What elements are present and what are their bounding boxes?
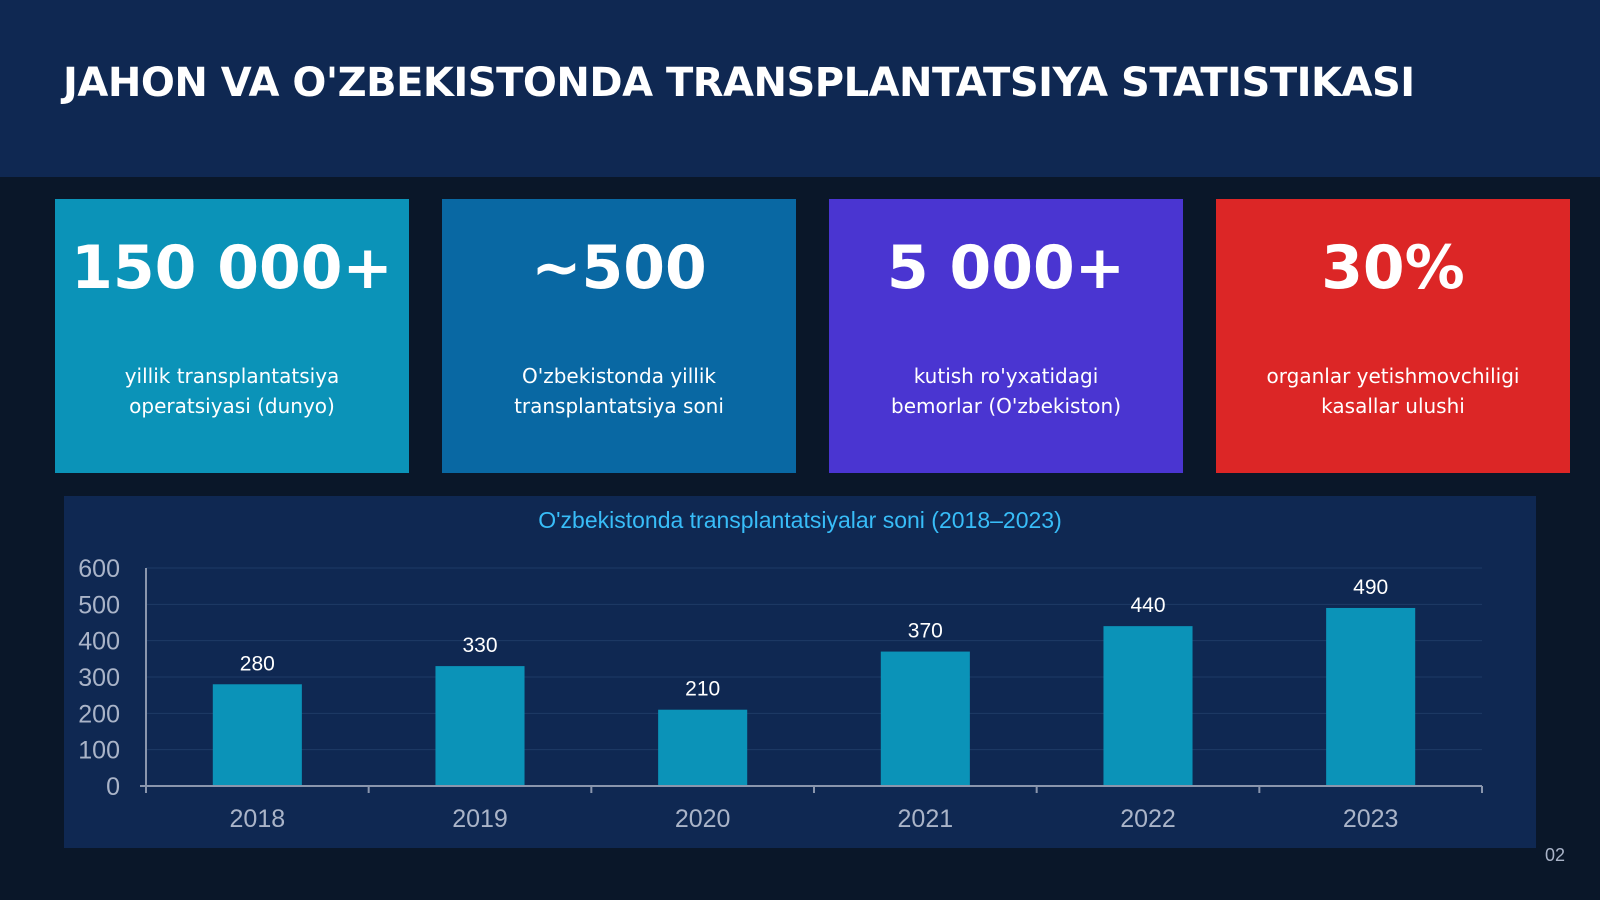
stat-value: 5 000+: [886, 233, 1126, 303]
y-tick-label: 100: [78, 737, 120, 765]
stat-label: O'zbekistonda yillik transplantatsiya so…: [514, 364, 724, 418]
stat-card-world-transplants: 150 000+ yillik transplantatsiya operats…: [55, 199, 409, 473]
bar-chart: O'zbekistonda transplantatsiyalar soni (…: [78, 507, 1483, 833]
y-tick-label: 300: [78, 664, 120, 692]
page-number: 02: [1545, 845, 1566, 865]
stat-value: ~500: [531, 233, 707, 303]
chart-title: O'zbekistonda transplantatsiyalar soni (…: [538, 507, 1062, 533]
x-tick-label: 2022: [1120, 805, 1176, 833]
x-tick-label: 2020: [675, 805, 731, 833]
bar-2019: [435, 666, 525, 786]
bar-2023: [1326, 607, 1416, 786]
stat-value: 30%: [1321, 233, 1465, 303]
y-tick-label: 0: [106, 773, 120, 801]
y-tick-label: 600: [78, 555, 120, 583]
data-label-2019: 330: [462, 634, 497, 657]
y-tick-label: 400: [78, 628, 120, 656]
x-tick-label: 2018: [230, 805, 286, 833]
stat-card-organ-shortage: 30% organlar yetishmovchiligi kasallar u…: [1216, 199, 1570, 473]
y-tick-label: 200: [78, 700, 120, 728]
stat-value: 150 000+: [71, 233, 393, 303]
chart-panel: O'zbekistonda transplantatsiyalar soni (…: [64, 496, 1536, 848]
bar-2018: [212, 684, 302, 786]
data-label-2020: 210: [685, 678, 720, 701]
header-bar: JAHON VA O'ZBEKISTONDA TRANSPLANTATSIYA …: [0, 0, 1600, 177]
stat-label: kutish ro'yxatidagi bemorlar (O'zbekisto…: [891, 364, 1121, 418]
stat-label: organlar yetishmovchiligi kasallar ulush…: [1266, 364, 1520, 418]
page-title: JAHON VA O'ZBEKISTONDA TRANSPLANTATSIYA …: [63, 60, 1415, 106]
bar-2022: [1103, 626, 1193, 786]
stat-card-uzbekistan-transplants: ~500 O'zbekistonda yillik transplantatsi…: [442, 199, 796, 473]
data-label-2022: 440: [1130, 594, 1165, 617]
data-label-2018: 280: [240, 652, 275, 675]
data-label-2023: 490: [1353, 576, 1388, 599]
bar-2020: [658, 709, 748, 786]
bar-2021: [880, 651, 970, 786]
x-tick-label: 2021: [898, 805, 954, 833]
stat-label: yillik transplantatsiya operatsiyasi (du…: [124, 364, 340, 418]
x-tick-label: 2019: [452, 805, 508, 833]
stat-card-waiting-list: 5 000+ kutish ro'yxatidagi bemorlar (O'z…: [829, 199, 1183, 473]
x-tick-label: 2023: [1343, 805, 1399, 833]
y-tick-label: 500: [78, 591, 120, 619]
data-label-2021: 370: [908, 620, 943, 643]
